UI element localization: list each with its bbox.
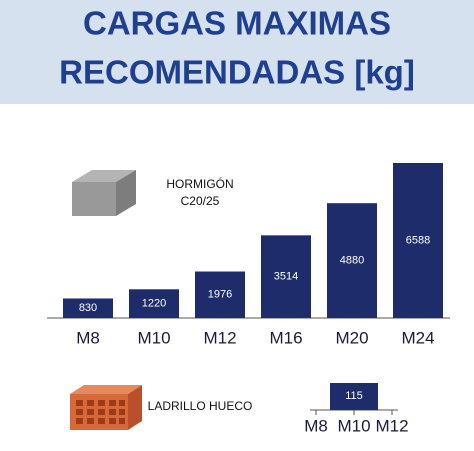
value-label: 1976 — [208, 289, 232, 301]
x-tick-label: M8 — [76, 328, 100, 347]
annotation: LADRILLO HUECO — [148, 399, 253, 413]
value-label: 6588 — [406, 234, 430, 246]
x-tick-label: M10 — [137, 328, 170, 347]
value-label: 3514 — [274, 271, 298, 283]
x-tick-label: M8 — [304, 416, 328, 435]
x-tick-label: M12 — [203, 328, 236, 347]
header-band — [0, 0, 474, 104]
title-line: CARGAS MAXIMAS — [83, 5, 391, 42]
x-tick-label: M12 — [375, 416, 408, 435]
bar — [129, 289, 179, 318]
value-label: 4880 — [340, 254, 364, 266]
bar — [330, 383, 378, 410]
x-tick-label: M16 — [269, 328, 302, 347]
bar — [195, 271, 245, 318]
bar — [327, 203, 377, 318]
bar — [393, 163, 443, 318]
bar — [63, 298, 113, 318]
concrete-block-icon — [72, 170, 136, 216]
value-label: 830 — [79, 302, 97, 314]
annotation: HORMIGÓN — [166, 176, 233, 191]
x-tick-label: M10 — [337, 416, 370, 435]
brick-icon — [70, 385, 142, 430]
x-tick-label: M20 — [335, 328, 368, 347]
x-tick-label: M24 — [401, 328, 434, 347]
bar — [261, 235, 311, 318]
annotation: C20/25 — [181, 194, 220, 208]
value-label: 115 — [345, 390, 363, 402]
title-line: RECOMENDADAS [kg] — [59, 54, 415, 91]
value-label: 1220 — [142, 298, 166, 310]
